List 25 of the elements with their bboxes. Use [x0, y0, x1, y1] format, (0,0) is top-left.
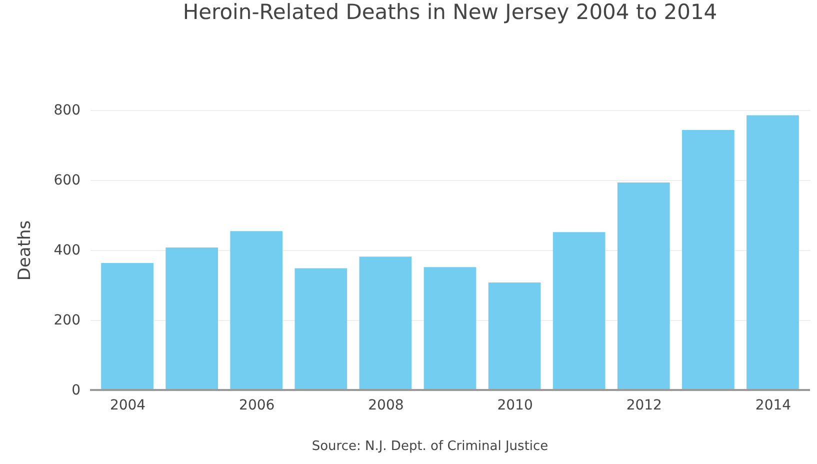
y-tick-label: 0	[72, 382, 80, 398]
bar	[294, 268, 348, 390]
x-tick-label: 2004	[110, 398, 146, 414]
bar	[166, 248, 218, 390]
bar	[230, 231, 283, 390]
y-tick-label: 200	[54, 312, 80, 328]
x-tick-label: 2008	[368, 398, 404, 414]
y-tick-label: 600	[54, 172, 80, 188]
bar	[746, 115, 799, 390]
bar	[552, 232, 606, 390]
bar	[682, 130, 734, 390]
bar	[359, 256, 412, 390]
x-tick-label: 2014	[755, 398, 792, 414]
bar	[488, 282, 541, 390]
bar	[424, 267, 476, 390]
bar	[101, 262, 154, 390]
chart-title: Heroin-Related Deaths in New Jersey 2004 to 2014	[182, 0, 718, 24]
x-tick-label: 2012	[626, 398, 662, 414]
y-axis-title: Deaths	[14, 220, 35, 281]
bar	[617, 182, 670, 390]
y-tick-label: 400	[54, 242, 80, 258]
x-tick-label: 2006	[239, 398, 275, 414]
x-tick-label: 2010	[497, 398, 533, 414]
source-note: Source: N.J. Dept. of Criminal Justice	[312, 439, 548, 454]
y-tick-label: 800	[54, 102, 80, 118]
